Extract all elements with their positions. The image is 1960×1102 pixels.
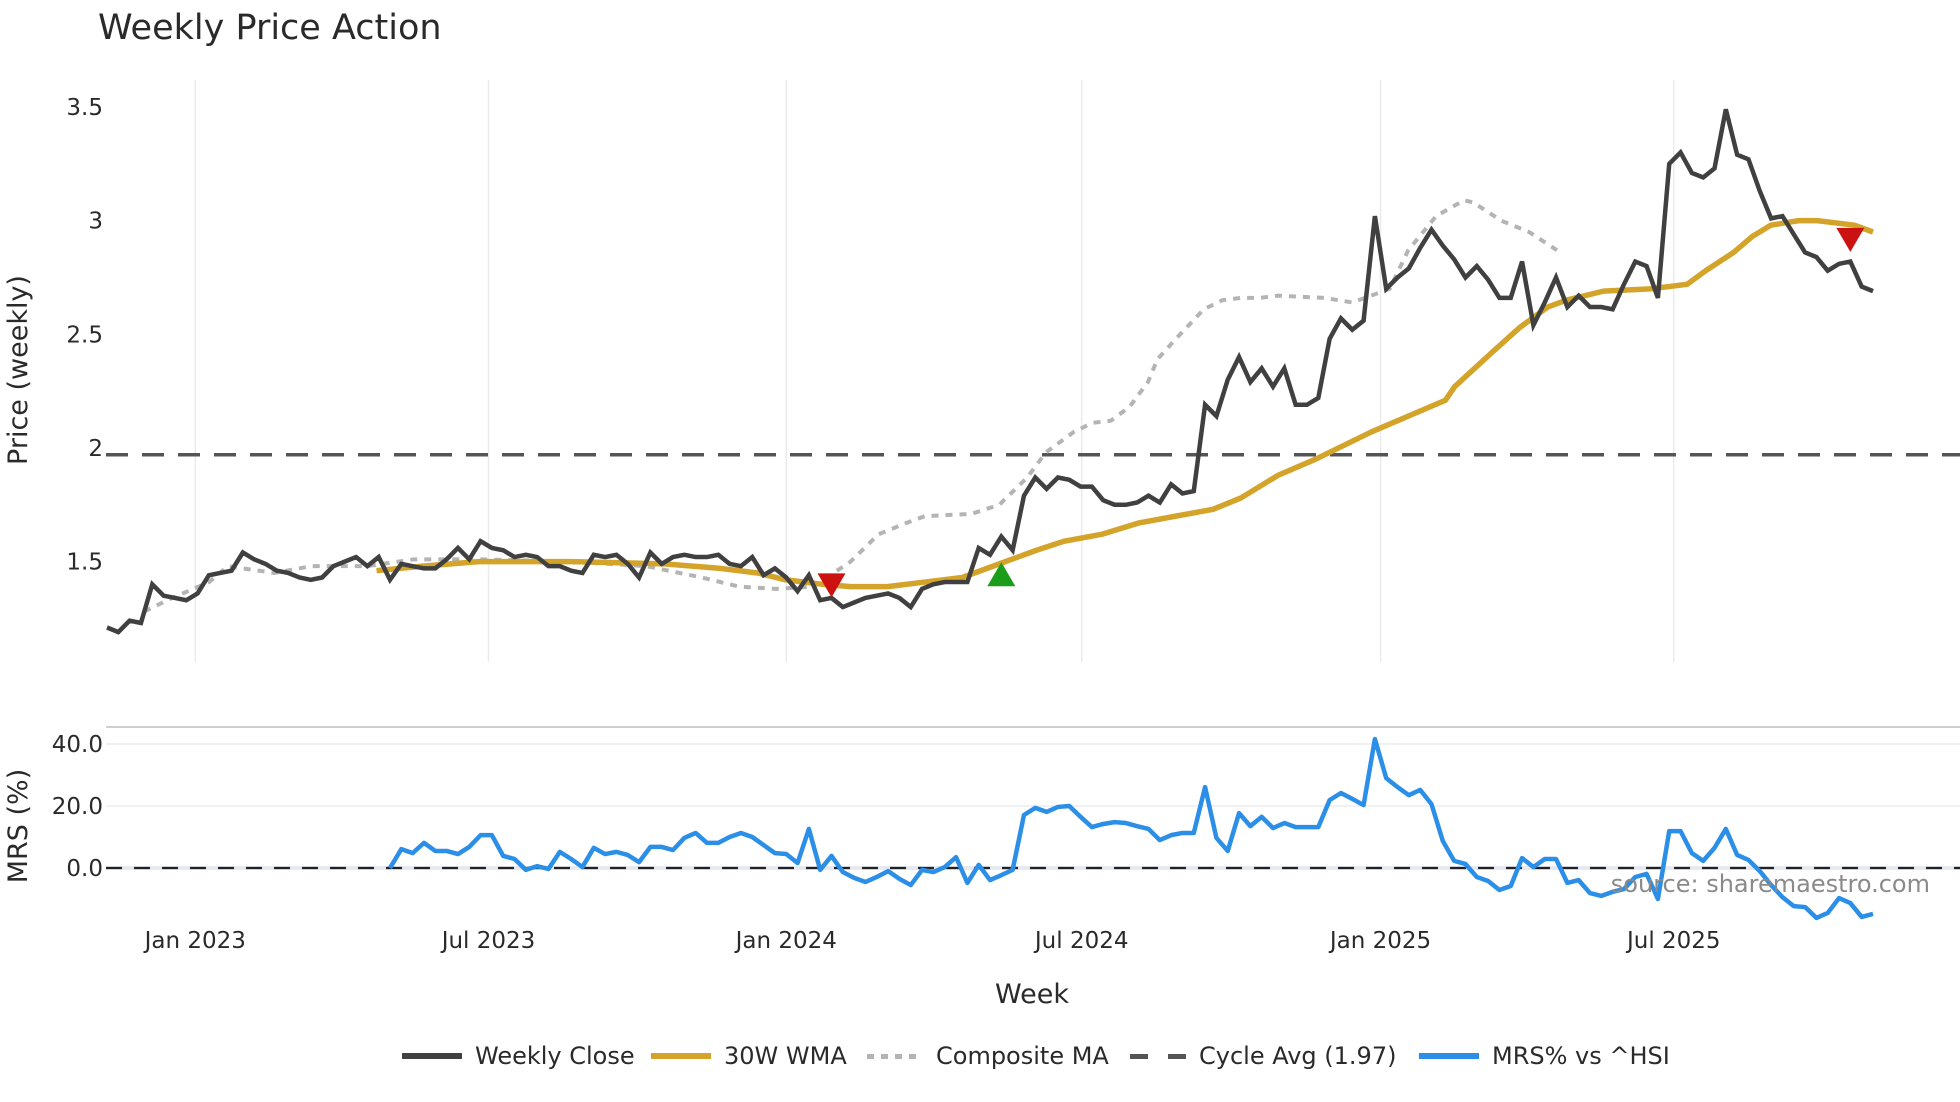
source-watermark: source: sharemaestro.com <box>1611 870 1930 898</box>
mrs-y-axis-ticks: 0.0 20.0 40.0 <box>52 732 103 882</box>
legend-swatch-icon <box>1419 1053 1479 1059</box>
legend-swatch-icon <box>402 1053 462 1059</box>
legend-item[interactable]: Cycle Avg (1.97) <box>1130 1038 1396 1074</box>
wma-30w-line <box>376 217 1874 590</box>
y-tick-label: 2.5 <box>66 322 103 348</box>
mrs-series <box>388 736 1874 921</box>
legend-item[interactable]: 30W WMA <box>651 1038 847 1074</box>
price-grid <box>194 80 1675 662</box>
buy-signal-triangle-up-icon <box>987 562 1016 587</box>
mrs-line <box>388 736 1874 921</box>
x-axis-label: Week <box>995 979 1069 1010</box>
price-y-axis-label: Price (weekly) <box>3 275 34 465</box>
legend-label: Weekly Close <box>475 1042 635 1070</box>
y-tick-label: 3.5 <box>66 95 103 121</box>
y-tick-label: 3 <box>88 209 103 235</box>
mrs-y-tick-label: 40.0 <box>52 732 103 758</box>
sell-signal-triangle-down-icon <box>817 573 846 598</box>
x-tick-label: Jan 2024 <box>734 928 837 954</box>
legend-item[interactable]: Composite MA <box>867 1038 1109 1074</box>
y-tick-label: 1.5 <box>66 550 103 576</box>
composite-ma-line <box>143 198 1559 614</box>
legend-swatch-icon <box>651 1053 711 1059</box>
price-series <box>106 108 1874 635</box>
x-tick-label: Jul 2023 <box>440 928 536 954</box>
x-tick-label: Jul 2024 <box>1033 928 1129 954</box>
legend: Weekly Close 30W WMA Composite MA Cycle Avg… <box>0 1038 1960 1074</box>
sell-signal-triangle-down-icon <box>1836 227 1865 252</box>
y-tick-label: 2 <box>88 436 103 462</box>
weekly-close-line <box>106 108 1874 635</box>
legend-item[interactable]: Weekly Close <box>402 1038 635 1074</box>
chart-title: Weekly Price Action <box>98 8 442 48</box>
mrs-y-axis-label: MRS (%) <box>3 769 34 884</box>
legend-label: 30W WMA <box>724 1042 847 1070</box>
legend-item[interactable]: MRS% vs ^HSI <box>1419 1038 1670 1074</box>
mrs-y-tick-label: 0.0 <box>66 856 103 882</box>
legend-label: MRS% vs ^HSI <box>1492 1042 1670 1070</box>
x-tick-label: Jan 2025 <box>1328 928 1431 954</box>
x-axis-ticks: Jan 2023 Jul 2023 Jan 2024 Jul 2024 Jan 2025… <box>143 928 1721 954</box>
x-tick-label: Jul 2025 <box>1625 928 1721 954</box>
signal-markers <box>817 227 1865 598</box>
x-tick-label: Jan 2023 <box>143 928 246 954</box>
legend-swatch-icon <box>1130 1053 1186 1059</box>
legend-swatch-icon <box>867 1053 923 1059</box>
price-y-axis-ticks: 1.5 2 2.5 3 3.5 <box>66 95 103 576</box>
mrs-grid <box>106 726 1960 870</box>
legend-label: Cycle Avg (1.97) <box>1199 1042 1397 1070</box>
mrs-y-tick-label: 20.0 <box>52 794 103 820</box>
legend-label: Composite MA <box>936 1042 1109 1070</box>
